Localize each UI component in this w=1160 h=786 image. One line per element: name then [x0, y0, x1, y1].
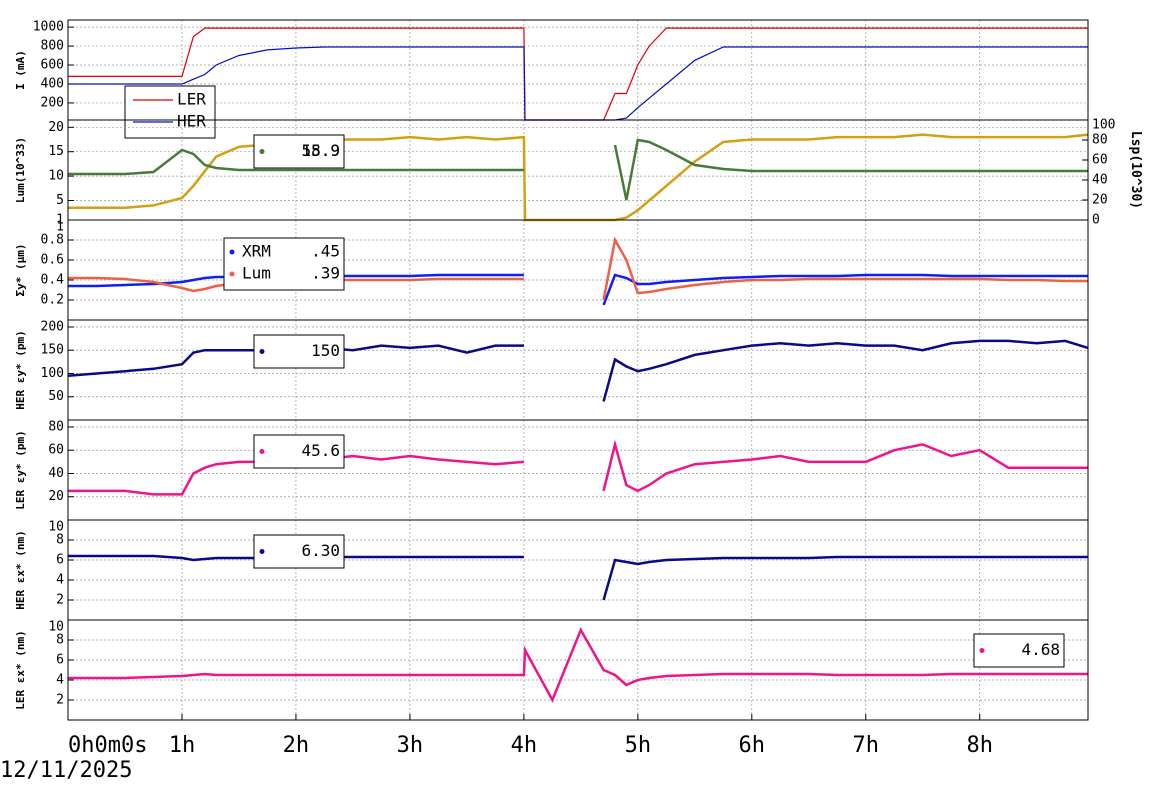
- y-tick-label: 400: [41, 76, 64, 91]
- y2-axis-label: Lsp(10^30): [1128, 131, 1143, 209]
- legend-swatch: [229, 249, 235, 255]
- legend-swatch: [259, 549, 265, 554]
- y-axis-label: LER εx* (nm): [14, 630, 27, 709]
- y2-tick-label: 100: [1092, 118, 1115, 133]
- y-tick-label: 6: [56, 553, 64, 568]
- legend-box: [253, 534, 345, 569]
- y-axis-label: LER εy* (pm): [14, 430, 27, 509]
- y-tick-label: 20: [48, 489, 64, 504]
- legend-value: 150: [311, 341, 340, 360]
- y-axis-label: Lum(10^33): [14, 137, 27, 203]
- y-axis-label: I (mA): [14, 50, 27, 90]
- x-tick-label: 0h0m0s: [68, 733, 147, 758]
- y-tick-label: 0.4: [41, 273, 65, 288]
- legend-label: LER: [177, 90, 206, 109]
- y-tick-label: 60: [48, 443, 64, 458]
- y-tick-label: 0.2: [41, 293, 64, 308]
- x-tick-label: 2h: [283, 733, 310, 758]
- y-tick-label: 4: [56, 673, 64, 688]
- series-line: [68, 439, 1088, 496]
- x-tick-label: 4h: [511, 733, 538, 758]
- y-tick-label: 40: [48, 466, 64, 481]
- legend-value: 45.6: [301, 441, 340, 460]
- panel-frame: [67, 519, 1089, 621]
- y-axis-label: Σy* (μm): [14, 244, 27, 297]
- legend-box: [253, 334, 345, 369]
- y-axis-label: HER εx* (nm): [14, 530, 27, 609]
- legend-box: [253, 134, 345, 169]
- x-tick-label: 1h: [169, 733, 196, 758]
- y-tick-label: 80: [48, 420, 64, 435]
- y2-tick-label: 60: [1092, 153, 1108, 168]
- y2-tick-label: 80: [1092, 133, 1108, 148]
- y-tick-label: 0.6: [41, 253, 64, 268]
- y-tick-label: 15: [48, 144, 64, 159]
- legend-value: .39: [311, 264, 340, 283]
- y-axis-label: HER εy* (pm): [14, 330, 27, 409]
- legend-label: Lum: [242, 264, 271, 283]
- legend-swatch: [259, 149, 265, 154]
- y-tick-label: 0.8: [41, 233, 64, 248]
- y-tick-label: 10: [48, 520, 64, 535]
- y-tick-label: 150: [41, 343, 64, 358]
- panel-frame: [67, 19, 1089, 121]
- legend-value: 4.68: [1021, 640, 1060, 659]
- y-tick-label: 1: [56, 220, 64, 235]
- panel-frame: [67, 419, 1089, 521]
- legend-box: [973, 633, 1065, 668]
- y-tick-label: 5: [56, 193, 64, 208]
- x-tick-label: 3h: [397, 733, 424, 758]
- series-line: [68, 27, 1088, 121]
- panel-frame: [67, 319, 1089, 421]
- date-label: 12/11/2025: [0, 758, 132, 782]
- legend-box: [124, 85, 216, 139]
- y2-tick-label: 0: [1092, 213, 1100, 228]
- y-tick-label: 200: [41, 95, 64, 110]
- y-tick-label: 6: [56, 653, 64, 668]
- x-tick-label: 8h: [966, 733, 993, 758]
- legend-value: .45: [311, 242, 340, 261]
- x-tick-label: 7h: [853, 733, 880, 758]
- y-tick-label: 10: [48, 169, 64, 184]
- series-line: [68, 554, 1088, 601]
- legend-label: XRM: [242, 242, 271, 261]
- y-tick-label: 1: [56, 213, 64, 228]
- x-tick-label: 6h: [739, 733, 766, 758]
- y-tick-label: 2: [56, 693, 64, 708]
- legend-swatch: [229, 271, 235, 277]
- panel-frame: [67, 219, 1089, 321]
- legend-box: [223, 237, 345, 291]
- y2-tick-label: 40: [1092, 173, 1108, 188]
- series-line: [68, 138, 1088, 201]
- y2-tick-label: 20: [1092, 193, 1108, 208]
- y-tick-label: 8: [56, 633, 64, 648]
- y-tick-label: 800: [41, 39, 64, 54]
- legend-label: HER: [177, 112, 206, 131]
- y-tick-label: 50: [48, 389, 64, 404]
- legend-swatch: [259, 449, 265, 454]
- series-line: [68, 133, 1089, 222]
- legend-value: 6.30: [301, 541, 340, 560]
- legend-value: 15.9: [301, 141, 340, 160]
- legend-box: [253, 434, 345, 469]
- y-tick-label: 200: [41, 320, 64, 335]
- y-tick-label: 100: [41, 366, 64, 381]
- y-tick-label: 600: [41, 58, 64, 73]
- panel-frame: [67, 619, 1089, 721]
- y-tick-label: 4: [56, 573, 64, 588]
- y-tick-label: 8: [56, 533, 64, 548]
- x-tick-label: 5h: [625, 733, 652, 758]
- series-line: [68, 46, 1088, 121]
- y-tick-label: 10: [48, 620, 64, 635]
- legend-swatch: [259, 349, 265, 354]
- legend-swatch: [979, 648, 985, 653]
- y-tick-label: 1000: [33, 20, 64, 35]
- y-tick-label: 2: [56, 593, 64, 608]
- series-line: [68, 236, 1088, 301]
- y-tick-label: 20: [48, 120, 64, 135]
- legend-value: 58.9: [301, 141, 340, 160]
- series-line: [68, 627, 1088, 703]
